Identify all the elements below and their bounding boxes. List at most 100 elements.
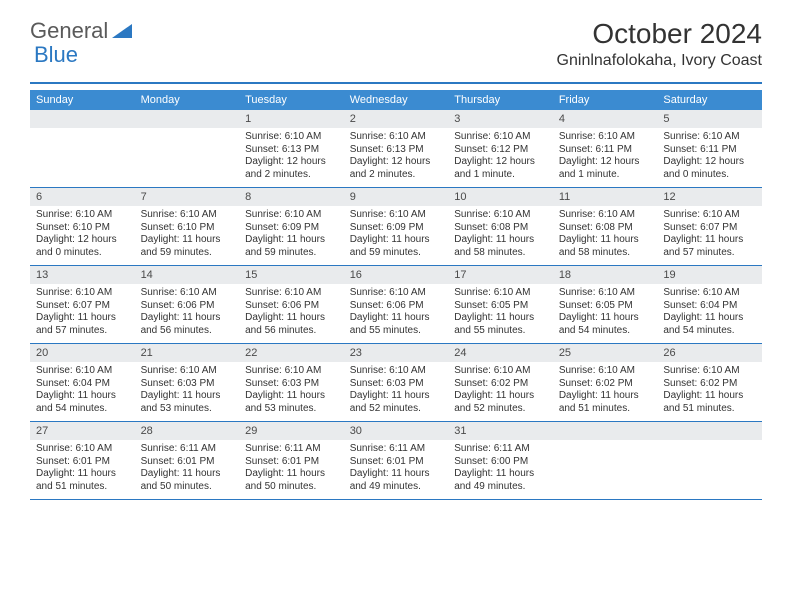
- day-data: Sunrise: 6:10 AMSunset: 6:05 PMDaylight:…: [553, 284, 658, 343]
- calendar-day-cell: 12Sunrise: 6:10 AMSunset: 6:07 PMDayligh…: [657, 188, 762, 266]
- day-data: Sunrise: 6:10 AMSunset: 6:03 PMDaylight:…: [344, 362, 449, 421]
- day-number: [30, 110, 135, 128]
- calendar-week-row: 20Sunrise: 6:10 AMSunset: 6:04 PMDayligh…: [30, 344, 762, 422]
- calendar-day-cell: 23Sunrise: 6:10 AMSunset: 6:03 PMDayligh…: [344, 344, 449, 422]
- day-number: 12: [657, 188, 762, 206]
- day-data: Sunrise: 6:10 AMSunset: 6:07 PMDaylight:…: [657, 206, 762, 265]
- day-data: Sunrise: 6:10 AMSunset: 6:08 PMDaylight:…: [553, 206, 658, 265]
- day-number: [135, 110, 240, 128]
- day-data: [657, 440, 762, 498]
- calendar-day-cell: 18Sunrise: 6:10 AMSunset: 6:05 PMDayligh…: [553, 266, 658, 344]
- day-number: 7: [135, 188, 240, 206]
- day-number: 16: [344, 266, 449, 284]
- day-number: 21: [135, 344, 240, 362]
- day-number: 28: [135, 422, 240, 440]
- day-number: 8: [239, 188, 344, 206]
- calendar-day-cell: 25Sunrise: 6:10 AMSunset: 6:02 PMDayligh…: [553, 344, 658, 422]
- day-number: 26: [657, 344, 762, 362]
- title-block: October 2024 Gninlnafolokaha, Ivory Coas…: [557, 18, 762, 70]
- calendar-week-row: 13Sunrise: 6:10 AMSunset: 6:07 PMDayligh…: [30, 266, 762, 344]
- day-number: 18: [553, 266, 658, 284]
- day-number: 19: [657, 266, 762, 284]
- day-number: [553, 422, 658, 440]
- calendar-day-cell: 10Sunrise: 6:10 AMSunset: 6:08 PMDayligh…: [448, 188, 553, 266]
- day-number: 11: [553, 188, 658, 206]
- day-number: 31: [448, 422, 553, 440]
- day-number: [657, 422, 762, 440]
- day-data: Sunrise: 6:10 AMSunset: 6:03 PMDaylight:…: [239, 362, 344, 421]
- day-number: 24: [448, 344, 553, 362]
- weekday-header: Friday: [553, 90, 658, 110]
- calendar-empty-cell: [657, 422, 762, 500]
- day-data: Sunrise: 6:11 AMSunset: 6:01 PMDaylight:…: [239, 440, 344, 499]
- calendar-day-cell: 9Sunrise: 6:10 AMSunset: 6:09 PMDaylight…: [344, 188, 449, 266]
- day-number: 6: [30, 188, 135, 206]
- calendar-day-cell: 8Sunrise: 6:10 AMSunset: 6:09 PMDaylight…: [239, 188, 344, 266]
- day-number: 27: [30, 422, 135, 440]
- calendar-day-cell: 30Sunrise: 6:11 AMSunset: 6:01 PMDayligh…: [344, 422, 449, 500]
- weekday-header: Saturday: [657, 90, 762, 110]
- day-data: Sunrise: 6:10 AMSunset: 6:10 PMDaylight:…: [30, 206, 135, 265]
- day-data: Sunrise: 6:10 AMSunset: 6:06 PMDaylight:…: [135, 284, 240, 343]
- weekday-header: Sunday: [30, 90, 135, 110]
- day-data: Sunrise: 6:10 AMSunset: 6:06 PMDaylight:…: [344, 284, 449, 343]
- calendar-empty-cell: [553, 422, 658, 500]
- calendar-week-row: 27Sunrise: 6:10 AMSunset: 6:01 PMDayligh…: [30, 422, 762, 500]
- day-number: 20: [30, 344, 135, 362]
- calendar-day-cell: 29Sunrise: 6:11 AMSunset: 6:01 PMDayligh…: [239, 422, 344, 500]
- calendar-day-cell: 26Sunrise: 6:10 AMSunset: 6:02 PMDayligh…: [657, 344, 762, 422]
- calendar-day-cell: 27Sunrise: 6:10 AMSunset: 6:01 PMDayligh…: [30, 422, 135, 500]
- calendar-week-row: 6Sunrise: 6:10 AMSunset: 6:10 PMDaylight…: [30, 188, 762, 266]
- calendar-day-cell: 22Sunrise: 6:10 AMSunset: 6:03 PMDayligh…: [239, 344, 344, 422]
- weekday-header: Thursday: [448, 90, 553, 110]
- day-number: 14: [135, 266, 240, 284]
- calendar-day-cell: 6Sunrise: 6:10 AMSunset: 6:10 PMDaylight…: [30, 188, 135, 266]
- day-data: Sunrise: 6:10 AMSunset: 6:04 PMDaylight:…: [657, 284, 762, 343]
- day-data: Sunrise: 6:10 AMSunset: 6:02 PMDaylight:…: [448, 362, 553, 421]
- weekday-header: Wednesday: [344, 90, 449, 110]
- day-data: Sunrise: 6:10 AMSunset: 6:11 PMDaylight:…: [553, 128, 658, 187]
- calendar-empty-cell: [135, 110, 240, 188]
- day-data: [553, 440, 658, 498]
- calendar-day-cell: 28Sunrise: 6:11 AMSunset: 6:01 PMDayligh…: [135, 422, 240, 500]
- location: Gninlnafolokaha, Ivory Coast: [557, 52, 762, 70]
- day-number: 17: [448, 266, 553, 284]
- header-divider: [30, 82, 762, 84]
- header: General October 2024 Gninlnafolokaha, Iv…: [0, 0, 792, 78]
- calendar-day-cell: 19Sunrise: 6:10 AMSunset: 6:04 PMDayligh…: [657, 266, 762, 344]
- day-number: 5: [657, 110, 762, 128]
- day-number: 13: [30, 266, 135, 284]
- day-data: Sunrise: 6:10 AMSunset: 6:10 PMDaylight:…: [135, 206, 240, 265]
- day-number: 25: [553, 344, 658, 362]
- day-data: Sunrise: 6:10 AMSunset: 6:06 PMDaylight:…: [239, 284, 344, 343]
- day-number: 3: [448, 110, 553, 128]
- day-number: 2: [344, 110, 449, 128]
- day-data: Sunrise: 6:10 AMSunset: 6:09 PMDaylight:…: [239, 206, 344, 265]
- calendar-day-cell: 21Sunrise: 6:10 AMSunset: 6:03 PMDayligh…: [135, 344, 240, 422]
- calendar-table: SundayMondayTuesdayWednesdayThursdayFrid…: [30, 90, 762, 500]
- calendar-body: 1Sunrise: 6:10 AMSunset: 6:13 PMDaylight…: [30, 110, 762, 500]
- day-number: 15: [239, 266, 344, 284]
- calendar-day-cell: 20Sunrise: 6:10 AMSunset: 6:04 PMDayligh…: [30, 344, 135, 422]
- calendar-day-cell: 17Sunrise: 6:10 AMSunset: 6:05 PMDayligh…: [448, 266, 553, 344]
- calendar-day-cell: 7Sunrise: 6:10 AMSunset: 6:10 PMDaylight…: [135, 188, 240, 266]
- day-data: Sunrise: 6:11 AMSunset: 6:00 PMDaylight:…: [448, 440, 553, 499]
- day-data: Sunrise: 6:10 AMSunset: 6:09 PMDaylight:…: [344, 206, 449, 265]
- day-number: 23: [344, 344, 449, 362]
- calendar-day-cell: 16Sunrise: 6:10 AMSunset: 6:06 PMDayligh…: [344, 266, 449, 344]
- day-data: Sunrise: 6:10 AMSunset: 6:07 PMDaylight:…: [30, 284, 135, 343]
- calendar-day-cell: 24Sunrise: 6:10 AMSunset: 6:02 PMDayligh…: [448, 344, 553, 422]
- day-data: Sunrise: 6:10 AMSunset: 6:08 PMDaylight:…: [448, 206, 553, 265]
- day-data: Sunrise: 6:10 AMSunset: 6:12 PMDaylight:…: [448, 128, 553, 187]
- day-number: 10: [448, 188, 553, 206]
- month-title: October 2024: [557, 18, 762, 50]
- calendar-day-cell: 2Sunrise: 6:10 AMSunset: 6:13 PMDaylight…: [344, 110, 449, 188]
- day-number: 22: [239, 344, 344, 362]
- logo-triangle-icon: [112, 18, 132, 44]
- logo-text-2: Blue: [34, 42, 78, 68]
- day-data: [135, 128, 240, 186]
- day-data: Sunrise: 6:10 AMSunset: 6:05 PMDaylight:…: [448, 284, 553, 343]
- day-data: Sunrise: 6:10 AMSunset: 6:02 PMDaylight:…: [657, 362, 762, 421]
- day-data: Sunrise: 6:10 AMSunset: 6:13 PMDaylight:…: [344, 128, 449, 187]
- calendar-empty-cell: [30, 110, 135, 188]
